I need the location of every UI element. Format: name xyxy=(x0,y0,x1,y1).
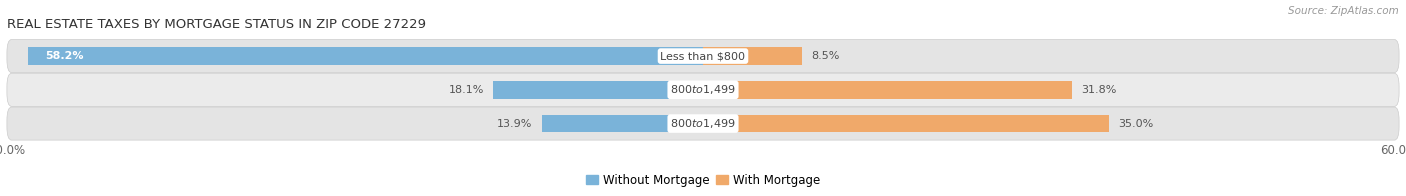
Text: 18.1%: 18.1% xyxy=(449,85,484,95)
Text: Source: ZipAtlas.com: Source: ZipAtlas.com xyxy=(1288,6,1399,16)
FancyBboxPatch shape xyxy=(7,40,1399,73)
Text: 35.0%: 35.0% xyxy=(1118,119,1153,129)
Bar xyxy=(703,47,801,65)
Text: 13.9%: 13.9% xyxy=(498,119,533,129)
Text: REAL ESTATE TAXES BY MORTGAGE STATUS IN ZIP CODE 27229: REAL ESTATE TAXES BY MORTGAGE STATUS IN … xyxy=(7,18,426,31)
Bar xyxy=(703,115,1109,132)
Text: 58.2%: 58.2% xyxy=(45,51,84,61)
Text: 31.8%: 31.8% xyxy=(1081,85,1116,95)
FancyBboxPatch shape xyxy=(7,73,1399,106)
Text: Less than $800: Less than $800 xyxy=(661,51,745,61)
Bar xyxy=(28,47,703,65)
Bar xyxy=(541,115,703,132)
Legend: Without Mortgage, With Mortgage: Without Mortgage, With Mortgage xyxy=(581,169,825,191)
Text: $800 to $1,499: $800 to $1,499 xyxy=(671,117,735,130)
Bar xyxy=(494,81,703,99)
Bar xyxy=(703,81,1071,99)
Text: 8.5%: 8.5% xyxy=(811,51,839,61)
FancyBboxPatch shape xyxy=(7,107,1399,140)
Text: $800 to $1,499: $800 to $1,499 xyxy=(671,83,735,96)
